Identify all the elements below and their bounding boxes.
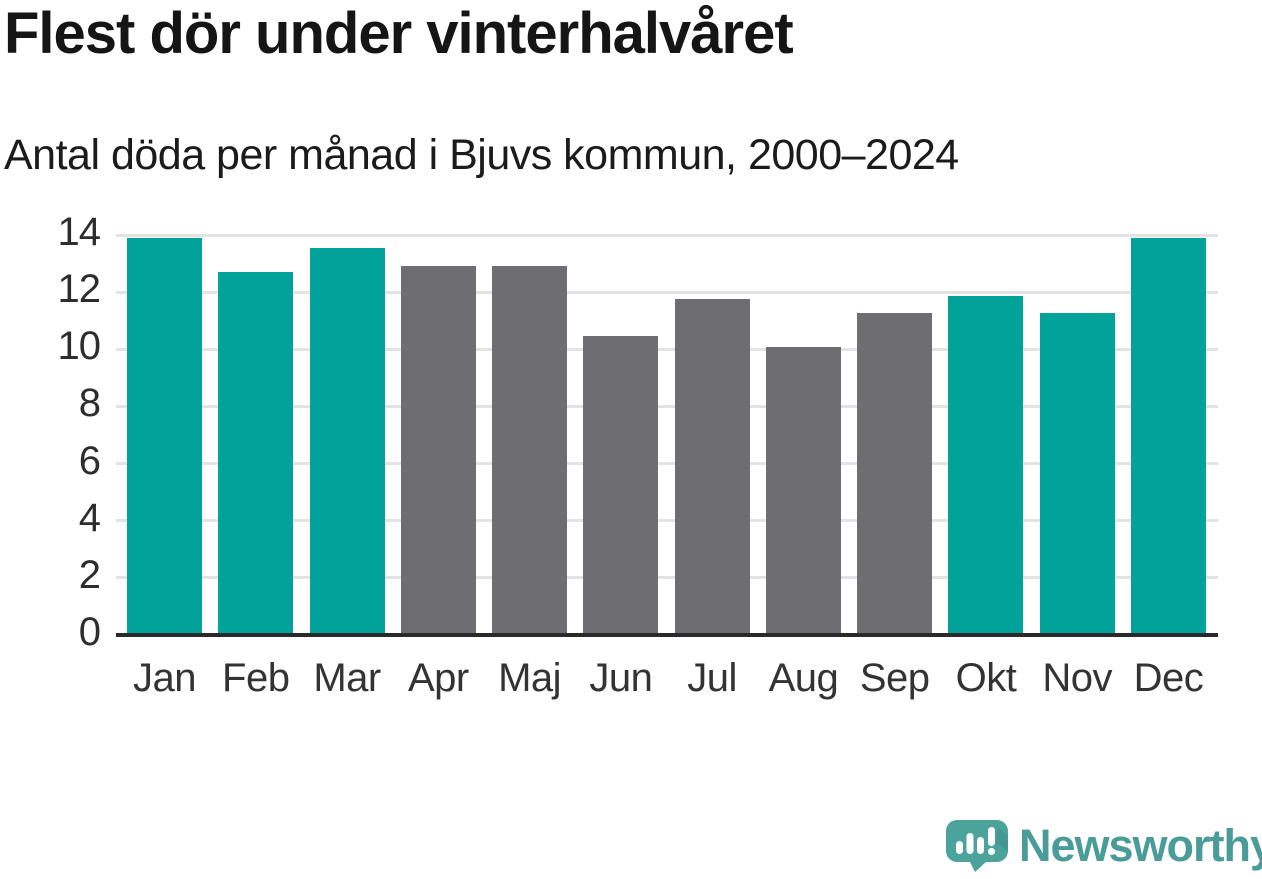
bar-jan [127, 238, 202, 635]
bar-jul [674, 299, 750, 635]
x-tick-label: Sep [859, 656, 930, 700]
x-tick-label: Maj [498, 656, 562, 700]
x-tick-label: Dec [1133, 656, 1204, 700]
x-tick-label: Apr [407, 656, 469, 700]
gridline-y10 [116, 347, 1218, 351]
bar-mar [309, 247, 385, 635]
gridline-y12 [116, 290, 1218, 294]
page-subtitle: Antal döda per månad i Bjuvs kommun, 200… [4, 131, 959, 179]
page-title: Flest dör under vinterhalvåret [4, 1, 794, 66]
gridline-y4 [116, 519, 1218, 523]
x-tick-label: Jul [687, 656, 737, 700]
x-tick-label: Jan [133, 656, 197, 700]
newsworthy-logo-text: Newsworthy [1019, 820, 1262, 871]
bar-nov [1039, 312, 1115, 635]
y-tick-label: 6 [78, 438, 101, 483]
bar-aug [765, 347, 841, 635]
bar-sep [857, 312, 933, 635]
x-tick-label: Jun [589, 656, 653, 700]
y-tick-label: 12 [57, 267, 102, 312]
newsworthy-logo: Newsworthy [946, 818, 1262, 874]
y-tick-label: 8 [78, 381, 101, 426]
gridline-y14 [116, 233, 1218, 237]
bar-dec [1131, 238, 1206, 635]
x-tick-label: Okt [955, 656, 1017, 700]
y-tick-label: 10 [57, 324, 102, 369]
x-tick-label: Aug [768, 656, 839, 700]
gridline-y8 [116, 404, 1218, 408]
bar-jun [583, 335, 659, 635]
y-tick-label: 0 [78, 610, 101, 654]
gridline-y6 [116, 462, 1218, 466]
x-tick-label: Nov [1042, 656, 1113, 700]
bar-maj [492, 265, 568, 635]
x-tick-label: Mar [313, 656, 381, 700]
gridline-y2 [116, 576, 1218, 580]
y-tick-label: 4 [78, 495, 101, 540]
bar-okt [948, 295, 1024, 635]
bar-feb [218, 271, 294, 635]
x-tick-label: Feb [222, 656, 290, 700]
y-tick-label: 14 [57, 210, 102, 254]
bar-apr [400, 265, 476, 635]
newsworthy-logo-icon [946, 820, 1008, 872]
x-axis-line [116, 633, 1218, 637]
y-tick-label: 2 [78, 552, 101, 597]
